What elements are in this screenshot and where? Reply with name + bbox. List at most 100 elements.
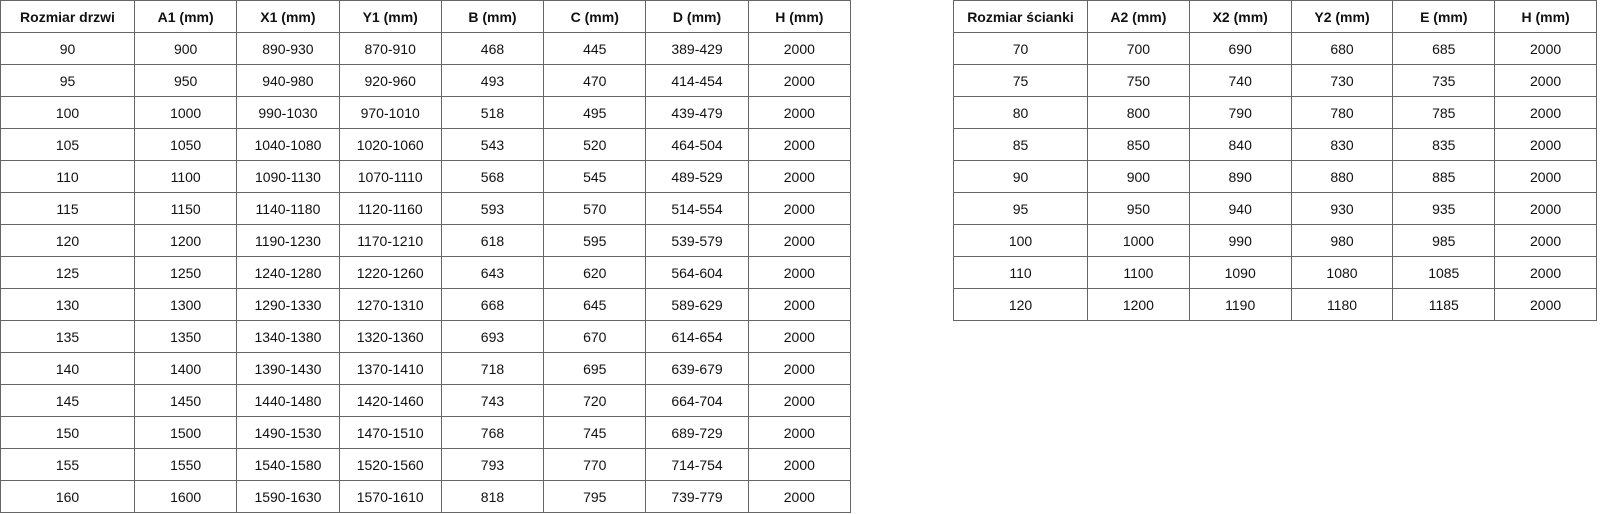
table-cell: 885 — [1392, 160, 1496, 193]
table-cell: 100 — [0, 96, 135, 129]
table-cell: 2000 — [747, 96, 852, 129]
column-header: X2 (mm) — [1188, 0, 1292, 33]
table-cell: 2000 — [1494, 224, 1597, 257]
table-cell: 785 — [1392, 96, 1496, 129]
table-cell: 818 — [440, 480, 545, 513]
table-cell: 595 — [543, 224, 647, 257]
table-cell: 980 — [1290, 224, 1394, 257]
table-row: 140 1400 1390-1430 1370-1410 718 695 639-679 20… — [0, 352, 852, 385]
table-cell: 940 — [1188, 192, 1292, 225]
table-cell: 125 — [0, 256, 135, 289]
table-cell: 145 — [0, 384, 135, 417]
table-cell: 618 — [440, 224, 545, 257]
table-cell: 389-429 — [645, 32, 749, 65]
table-cell: 1250 — [133, 256, 238, 289]
table-cell: 2000 — [1494, 96, 1597, 129]
table-cell: 2000 — [747, 320, 852, 353]
table-cell: 1090 — [1188, 256, 1292, 289]
table-cell: 520 — [543, 128, 647, 161]
table-row: 135 1350 1340-1380 1320-1360 693 670 614-654 20… — [0, 320, 852, 353]
door-size-table: Rozmiar drzwi A1 (mm) X1 (mm) Y1 (mm) B (mm)… — [0, 0, 852, 513]
table-cell: 2000 — [1494, 32, 1597, 65]
table-cell: 495 — [543, 96, 647, 129]
table-cell: 643 — [440, 256, 545, 289]
table-cell: 115 — [0, 192, 135, 225]
table-cell: 100 — [953, 224, 1088, 257]
table-row: 90 900 890 880 885 2000 — [953, 160, 1597, 193]
table-cell: 110 — [0, 160, 135, 193]
table-cell: 1080 — [1290, 256, 1394, 289]
table-cell: 639-679 — [645, 352, 749, 385]
table-cell: 1240-1280 — [236, 256, 340, 289]
table-cell: 950 — [1087, 192, 1190, 225]
table-cell: 464-504 — [645, 128, 749, 161]
table-cell: 2000 — [747, 128, 852, 161]
table-cell: 880 — [1290, 160, 1394, 193]
table-row: 85 850 840 830 835 2000 — [953, 128, 1597, 161]
table-cell: 870-910 — [338, 32, 442, 65]
table-row: 125 1250 1240-1280 1220-1260 643 620 564-604 20… — [0, 256, 852, 289]
table-cell: 1170-1210 — [338, 224, 442, 257]
table-row: 110 1100 1090 1080 1085 2000 — [953, 256, 1597, 289]
table-cell: 1490-1530 — [236, 416, 340, 449]
table-cell: 740 — [1188, 64, 1292, 97]
table-cell: 745 — [543, 416, 647, 449]
table-cell: 2000 — [1494, 64, 1597, 97]
column-header: Rozmiar drzwi — [0, 0, 135, 33]
table-row: 130 1300 1290-1330 1270-1310 668 645 589-629 20… — [0, 288, 852, 321]
table-cell: 2000 — [747, 480, 852, 513]
table-cell: 2000 — [747, 352, 852, 385]
table-cell: 850 — [1087, 128, 1190, 161]
table-cell: 1450 — [133, 384, 238, 417]
table-cell: 130 — [0, 288, 135, 321]
column-header: X1 (mm) — [236, 0, 340, 33]
table-cell: 940-980 — [236, 64, 340, 97]
table-cell: 2000 — [747, 224, 852, 257]
table-cell: 718 — [440, 352, 545, 385]
column-header: A1 (mm) — [133, 0, 238, 33]
table-cell: 1370-1410 — [338, 352, 442, 385]
table-cell: 2000 — [1494, 192, 1597, 225]
table-cell: 1590-1630 — [236, 480, 340, 513]
table-cell: 514-554 — [645, 192, 749, 225]
table-cell: 830 — [1290, 128, 1394, 161]
table-cell: 80 — [953, 96, 1088, 129]
column-header: Y1 (mm) — [338, 0, 442, 33]
table-cell: 1190-1230 — [236, 224, 340, 257]
table-cell: 90 — [953, 160, 1088, 193]
table-cell: 518 — [440, 96, 545, 129]
table-cell: 793 — [440, 448, 545, 481]
column-header: D (mm) — [645, 0, 749, 33]
table-row: 150 1500 1490-1530 1470-1510 768 745 689-729 20… — [0, 416, 852, 449]
table-cell: 1085 — [1392, 256, 1496, 289]
table-cell: 1090-1130 — [236, 160, 340, 193]
table-cell: 670 — [543, 320, 647, 353]
table-cell: 468 — [440, 32, 545, 65]
table-cell: 835 — [1392, 128, 1496, 161]
table-cell: 970-1010 — [338, 96, 442, 129]
table-header-row: Rozmiar drzwi A1 (mm) X1 (mm) Y1 (mm) B (mm)… — [0, 0, 852, 33]
table-cell: 120 — [953, 288, 1088, 321]
table-cell: 664-704 — [645, 384, 749, 417]
table-cell: 1520-1560 — [338, 448, 442, 481]
table-cell: 1185 — [1392, 288, 1496, 321]
table-cell: 1020-1060 — [338, 128, 442, 161]
table-row: 100 1000 990-1030 970-1010 518 495 439-479 2000 — [0, 96, 852, 129]
table-cell: 1320-1360 — [338, 320, 442, 353]
table-cell: 1350 — [133, 320, 238, 353]
table-cell: 1050 — [133, 128, 238, 161]
table-row: 75 750 740 730 735 2000 — [953, 64, 1597, 97]
table-cell: 1180 — [1290, 288, 1394, 321]
table-cell: 695 — [543, 352, 647, 385]
table-header-row: Rozmiar ścianki A2 (mm) X2 (mm) Y2 (mm) E (m… — [953, 0, 1597, 33]
table-cell: 890 — [1188, 160, 1292, 193]
table-row: 145 1450 1440-1480 1420-1460 743 720 664-704 20… — [0, 384, 852, 417]
table-cell: 730 — [1290, 64, 1394, 97]
table-cell: 1470-1510 — [338, 416, 442, 449]
table-cell: 1540-1580 — [236, 448, 340, 481]
table-cell: 840 — [1188, 128, 1292, 161]
table-cell: 140 — [0, 352, 135, 385]
table-cell: 75 — [953, 64, 1088, 97]
table-cell: 160 — [0, 480, 135, 513]
table-cell: 689-729 — [645, 416, 749, 449]
